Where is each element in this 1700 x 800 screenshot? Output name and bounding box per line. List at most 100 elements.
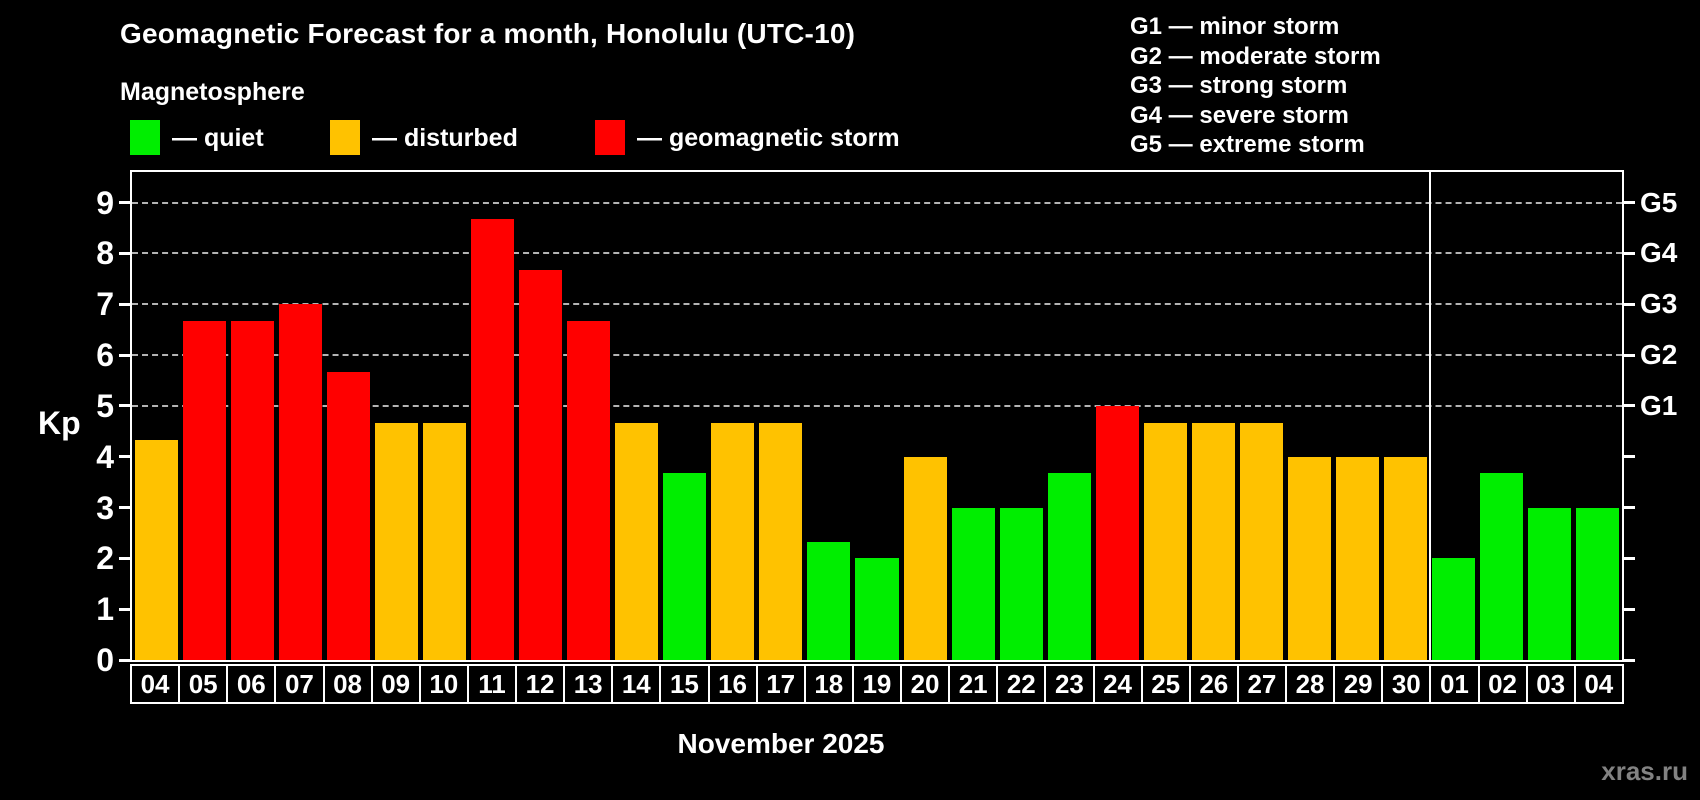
kp-bar-nov-08 [326,371,370,660]
g1-legend-line: G1 — minor storm [1130,13,1340,40]
bar-slot [853,172,901,660]
x-label-box-nov-16: 16 [707,664,758,704]
chart-title: Geomagnetic Forecast for a month, Honolu… [120,18,856,49]
bar-slot [180,172,228,660]
kp-bar-nov-07 [278,304,322,660]
kp-bar-nov-19 [855,558,899,660]
y-tick [119,607,130,611]
kp-bar-nov-22 [999,507,1043,660]
y-tick [1624,658,1635,662]
bar-slot [1334,172,1382,660]
x-label-box-nov-30: 30 [1381,664,1432,704]
bar-slot [805,172,853,660]
x-label-box-nov-08: 08 [322,664,373,704]
x-label-box-nov-05: 05 [178,664,229,704]
y-tick-label-1: 1 [96,591,114,628]
bar-slot [420,172,468,660]
bar-slot [1045,172,1093,660]
x-label-box-nov-12: 12 [515,664,566,704]
x-label-box-nov-21: 21 [948,664,999,704]
bar-slot [468,172,516,660]
x-label-box-nov-17: 17 [755,664,806,704]
g-level-label-g4: G4 [1640,237,1678,269]
x-label-box-nov-18: 18 [803,664,854,704]
y-tick [119,404,130,408]
kp-bar-nov-12 [519,270,563,660]
bar-slot [1382,172,1430,660]
kp-bar-nov-26 [1191,422,1235,660]
bar-slot [1526,172,1574,660]
x-label-box-nov-07: 07 [274,664,325,704]
kp-bar-dec-01 [1432,558,1476,660]
storm-legend-swatch-icon [595,120,625,155]
g-level-label-g3: G3 [1640,288,1678,320]
y-tick [1624,455,1635,459]
y-tick-label-7: 7 [96,286,114,323]
kp-bar-nov-17 [759,422,803,660]
y-tick [119,353,130,357]
g-level-label-g2: G2 [1640,339,1678,370]
kp-bar-nov-15 [663,473,707,660]
y-tick-label-8: 8 [96,235,114,272]
plot-area: 0 1 2 3 4 5 6 7 8 9 G1 G2 G3 G4 G5 [96,170,1677,677]
y-tick [1624,556,1635,560]
y-tick [1624,251,1635,255]
y-tick [1624,353,1635,357]
kp-bar-nov-30 [1384,456,1428,660]
kp-bar-nov-06 [230,320,274,660]
y-tick [119,658,130,662]
bar-slot [324,172,372,660]
y-tick [119,302,130,306]
x-label-box-nov-11: 11 [466,664,517,704]
kp-bar-nov-10 [422,422,466,660]
y-tick-label-3: 3 [96,489,114,526]
kp-bar-nov-18 [807,541,851,660]
kp-bar-dec-02 [1480,473,1524,660]
kp-bar-nov-27 [1239,422,1283,660]
x-label-box-dec-02: 02 [1477,664,1528,704]
x-label-box-nov-24: 24 [1092,664,1143,704]
g3-legend-line: G3 — strong storm [1130,72,1348,99]
kp-bar-nov-04 [134,439,178,660]
y-tick [1624,201,1635,204]
y-tick-label-5: 5 [96,387,114,424]
kp-bar-nov-05 [182,320,226,660]
bar-slot [661,172,709,660]
y-tick [119,455,130,459]
g4-legend-line: G4 — severe storm [1130,101,1349,129]
x-label-box-nov-13: 13 [563,664,614,704]
gridline-kp-5 [132,404,1622,407]
g-scale-legend: G1 — minor storm G2 — moderate storm G3 … [1130,12,1381,160]
x-label-box-nov-26: 26 [1188,664,1239,704]
kp-bar-nov-28 [1288,456,1332,660]
month-divider-line [1428,172,1431,660]
x-label-box-nov-10: 10 [418,664,469,704]
kp-bar-nov-14 [615,422,659,660]
x-label-box-nov-15: 15 [659,664,710,704]
bar-slot [901,172,949,660]
kp-bar-nov-13 [567,320,611,660]
bar-slot [276,172,324,660]
storm-legend-label: — geomagnetic storm [637,124,900,152]
bar-slot [949,172,997,660]
x-label-box-nov-19: 19 [851,664,902,704]
y-tick [119,201,130,204]
y-axis-title: Kp [38,405,81,441]
bar-row [132,172,1622,660]
bar-slot [709,172,757,660]
bar-slot [1574,172,1622,660]
x-label-box-dec-04: 04 [1573,664,1624,704]
x-label-box-nov-20: 20 [900,664,951,704]
bar-slot [228,172,276,660]
kp-bar-nov-20 [903,456,947,660]
y-tick-label-0: 0 [96,642,114,678]
bar-slot [1189,172,1237,660]
x-label-box-dec-01: 01 [1429,664,1480,704]
quiet-legend-swatch-icon [130,120,160,155]
disturbed-legend-label: — disturbed [372,124,518,152]
gridline-kp-6 [132,354,1622,356]
bar-slot [1237,172,1285,660]
x-label-box-nov-06: 06 [226,664,277,704]
disturbed-legend-swatch-icon [330,120,360,155]
kp-bar-nov-29 [1336,456,1380,660]
